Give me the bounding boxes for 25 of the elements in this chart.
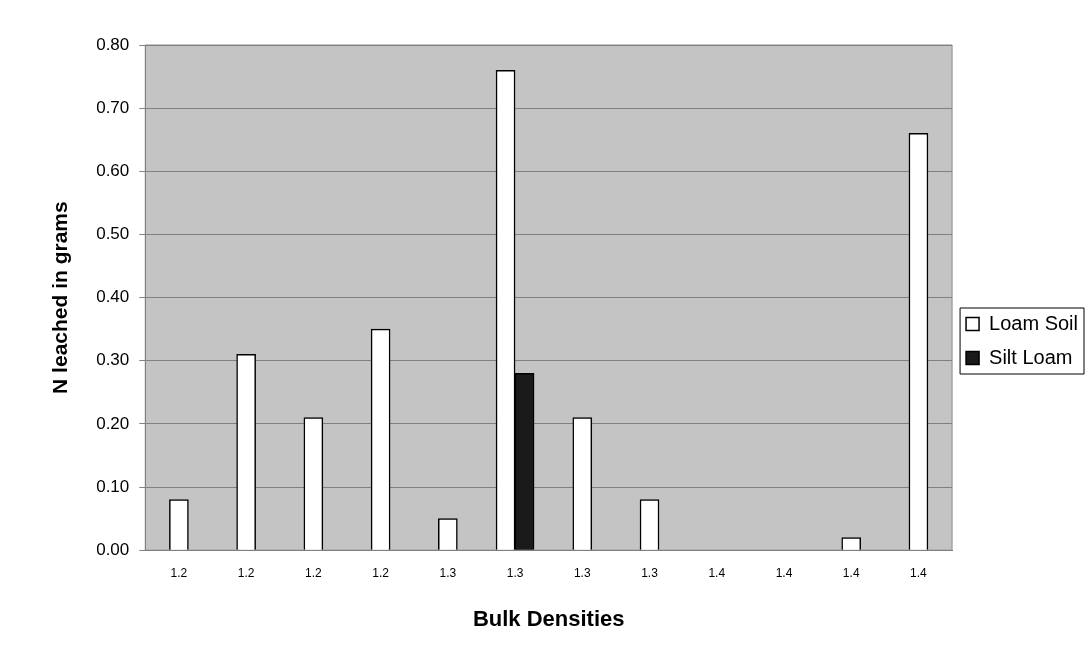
y-tick-label: 0.50 (96, 224, 130, 244)
x-tick-label: 1.2 (170, 565, 188, 580)
y-tick-label: 0.30 (96, 350, 130, 370)
y-tick-label: 0.40 (96, 287, 130, 307)
x-tick-label: 1.4 (842, 565, 860, 580)
y-tick-label: 0.00 (96, 539, 130, 559)
y-tick-label: 0.80 (96, 34, 130, 54)
x-tick-label: 1.3 (439, 565, 457, 580)
y-tick-label: 0.10 (96, 476, 130, 496)
y-tick-label: 0.20 (96, 413, 130, 433)
x-tick-label: 1.4 (775, 565, 793, 580)
legend-label: Silt Loam (989, 345, 1073, 368)
y-tick-label: 0.70 (96, 97, 130, 117)
x-tick-label: 1.2 (372, 565, 390, 580)
x-tick-label: 1.4 (910, 565, 928, 580)
x-tick-label: 1.3 (506, 565, 524, 580)
x-tick-label: 1.4 (708, 565, 726, 580)
y-axis-title: N leached in grams (48, 201, 72, 394)
x-tick-label: 1.2 (305, 565, 323, 580)
x-tick-label: 1.2 (237, 565, 255, 580)
x-axis-title: Bulk Densities (472, 605, 625, 631)
x-tick-label: 1.3 (573, 565, 591, 580)
y-tick-label: 0.60 (96, 160, 130, 180)
legend-label: Loam Soil (989, 311, 1078, 334)
x-tick-label: 1.3 (641, 565, 659, 580)
